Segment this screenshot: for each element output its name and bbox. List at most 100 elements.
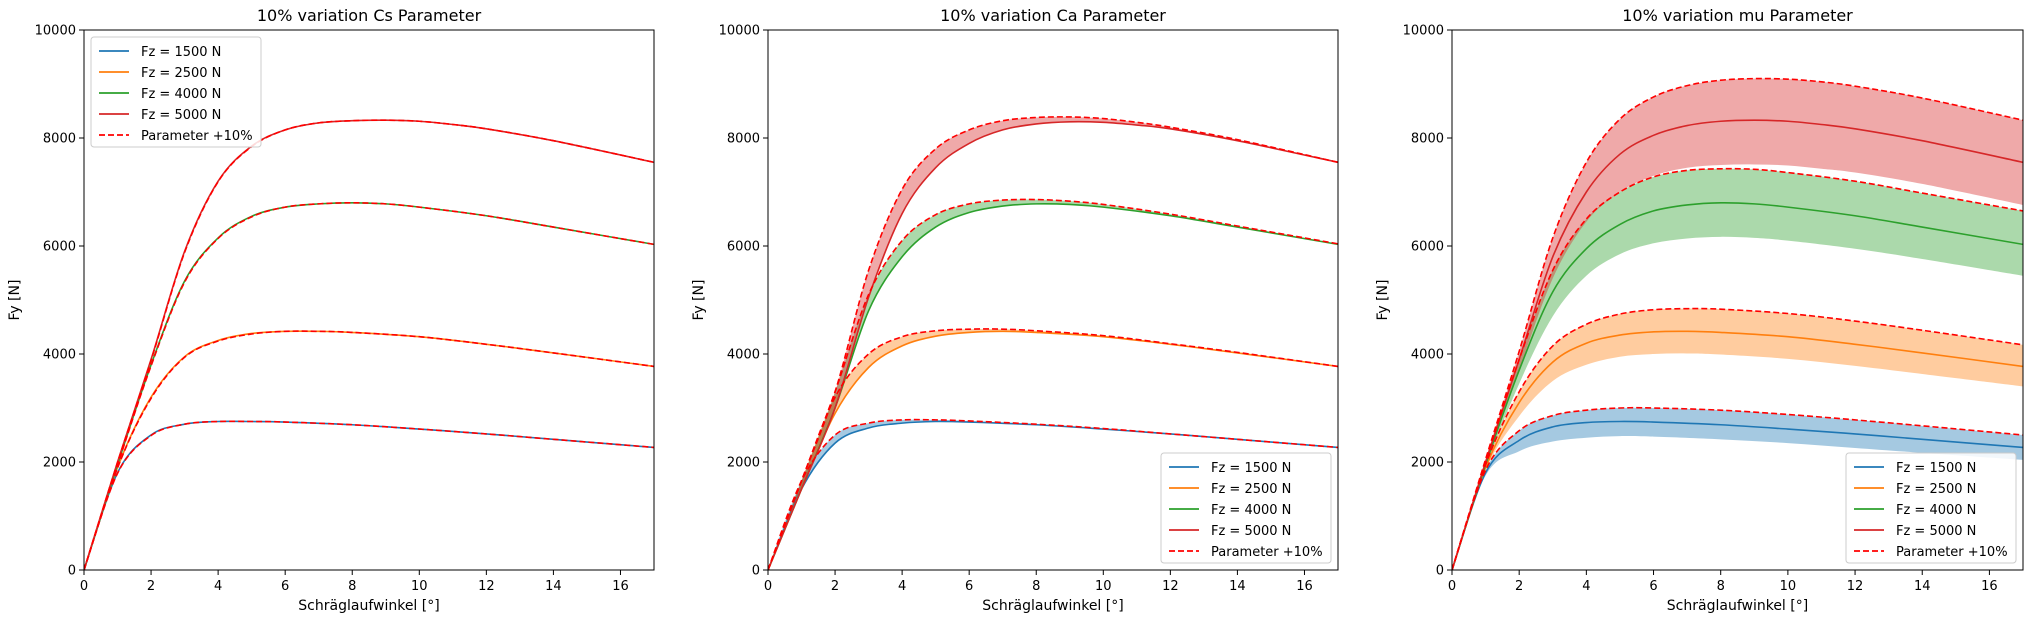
x-tick-label: 4 (1582, 579, 1590, 594)
plot-frame (767, 29, 1339, 571)
series-line-fz-4000-n (1452, 201, 2023, 570)
y-tick-label: 0 (752, 564, 760, 579)
legend-label: Fz = 1500 N (141, 45, 221, 60)
legend-item: Fz = 4000 N (99, 87, 221, 102)
plot-frame (1451, 29, 2024, 571)
variation-line-fz-4000-n (1452, 167, 2023, 570)
variation-line-fz-1500-n (84, 420, 654, 570)
variation-band-fz-1500-n (1452, 407, 2023, 570)
y-tick-label: 10000 (1403, 24, 1444, 39)
x-axis-label: Schräglaufwinkel [°] (982, 598, 1123, 614)
x-tick-label: 0 (1448, 579, 1456, 594)
x-tick-label: 4 (214, 579, 222, 594)
series-line-fz-2500-n (1452, 330, 2023, 570)
y-tick-label: 4000 (43, 348, 76, 363)
variation-line-fz-5000-n (1452, 77, 2023, 570)
y-tick-label: 2000 (1411, 456, 1444, 471)
legend-box (1845, 452, 2017, 564)
x-tick-label: 8 (1032, 579, 1040, 594)
legend-item: Parameter +10% (99, 129, 253, 144)
x-axis-label: Schräglaufwinkel [°] (1667, 598, 1808, 614)
y-tick-label: 8000 (43, 132, 76, 147)
legend-label: Fz = 1500 N (1211, 461, 1291, 476)
x-tick-label: 2 (831, 579, 839, 594)
legend-box (90, 36, 262, 148)
y-tick-label: 4000 (727, 348, 760, 363)
x-tick-label: 2 (1515, 579, 1523, 594)
legend-label: Fz = 1500 N (1896, 461, 1976, 476)
y-tick-label: 0 (68, 564, 76, 579)
chart-title: 10% variation Cs Parameter (257, 6, 482, 25)
series-line-fz-5000-n (84, 119, 654, 570)
legend-item: Fz = 5000 N (1169, 524, 1291, 539)
y-tick-label: 4000 (1411, 348, 1444, 363)
x-tick-label: 12 (1847, 579, 1864, 594)
x-tick-label: 6 (281, 579, 289, 594)
variation-line-fz-1500-n (768, 418, 1338, 570)
variation-line-fz-4000-n (84, 201, 654, 570)
legend-label: Fz = 2500 N (1211, 482, 1291, 497)
x-tick-label: 10 (1780, 579, 1797, 594)
legend-item: Fz = 1500 N (1854, 461, 1976, 476)
x-tick-label: 12 (1162, 579, 1179, 594)
x-tick-label: 16 (612, 579, 629, 594)
y-tick-label: 6000 (43, 240, 76, 255)
variation-line-fz-5000-n (84, 119, 654, 570)
legend-label: Fz = 5000 N (1211, 524, 1291, 539)
legend-item: Fz = 1500 N (1169, 461, 1291, 476)
x-axis-label: Schräglaufwinkel [°] (298, 598, 439, 614)
x-tick-label: 2 (147, 579, 155, 594)
x-tick-label: 4 (898, 579, 906, 594)
chart-panel-cs: 0 2 4 6 8 10 12 14 16 0 2000 4000 6000 8000 10000 10% … (7, 6, 655, 614)
y-tick-label: 6000 (1411, 240, 1444, 255)
legend-label: Fz = 5000 N (1896, 524, 1976, 539)
legend-item: Parameter +10% (1854, 545, 2008, 560)
legend-item: Fz = 2500 N (1854, 482, 1976, 497)
legend-item: Fz = 5000 N (99, 108, 221, 123)
variation-line-fz-1500-n (1452, 406, 2023, 570)
variation-band-fz-1500-n (84, 421, 654, 570)
y-tick-label: 6000 (727, 240, 760, 255)
x-tick-label: 14 (545, 579, 562, 594)
legend: Fz = 1500 N Fz = 2500 N Fz = 4000 N Fz = 50… (1160, 452, 1332, 564)
variation-line-fz-2500-n (1452, 307, 2023, 570)
legend-label: Parameter +10% (141, 129, 253, 144)
chart-title: 10% variation mu Parameter (1622, 6, 1853, 25)
legend-label: Parameter +10% (1896, 545, 2008, 560)
y-tick-label: 10000 (719, 24, 760, 39)
legend-label: Fz = 2500 N (141, 66, 221, 81)
legend-label: Fz = 4000 N (1896, 503, 1976, 518)
legend-item: Fz = 4000 N (1854, 503, 1976, 518)
x-tick-label: 14 (1914, 579, 1931, 594)
x-tick-label: 10 (411, 579, 428, 594)
x-tick-label: 6 (1649, 579, 1657, 594)
y-tick-label: 10000 (35, 24, 76, 39)
variation-band-fz-2500-n (84, 331, 654, 570)
legend-label: Parameter +10% (1211, 545, 1323, 560)
variation-band-fz-5000-n (1452, 78, 2023, 570)
x-tick-label: 12 (478, 579, 495, 594)
plot-frame (83, 29, 655, 571)
y-axis-label: Fy [N] (1375, 280, 1391, 321)
legend-item: Fz = 2500 N (99, 66, 221, 81)
chart-title: 10% variation Ca Parameter (940, 6, 1166, 25)
series-line-fz-1500-n (84, 420, 654, 570)
y-tick-label: 8000 (727, 132, 760, 147)
chart-panel-mu: 0 2 4 6 8 10 12 14 16 0 2000 4000 6000 8000 10000 10% … (1375, 6, 2024, 614)
y-tick-label: 2000 (727, 456, 760, 471)
x-tick-label: 8 (348, 579, 356, 594)
legend-item: Fz = 4000 N (1169, 503, 1291, 518)
legend-item: Fz = 1500 N (99, 45, 221, 60)
legend-item: Fz = 2500 N (1169, 482, 1291, 497)
y-tick-label: 2000 (43, 456, 76, 471)
legend: Fz = 1500 N Fz = 2500 N Fz = 4000 N Fz = 50… (90, 36, 262, 148)
variation-line-fz-5000-n (768, 116, 1338, 570)
variation-band-fz-4000-n (1452, 168, 2023, 570)
y-axis-label: Fy [N] (7, 280, 23, 321)
variation-band-fz-5000-n (84, 120, 654, 570)
series-line-fz-5000-n (768, 120, 1338, 570)
legend-label: Fz = 4000 N (1211, 503, 1291, 518)
x-tick-label: 16 (1981, 579, 1998, 594)
legend-box (1160, 452, 1332, 564)
